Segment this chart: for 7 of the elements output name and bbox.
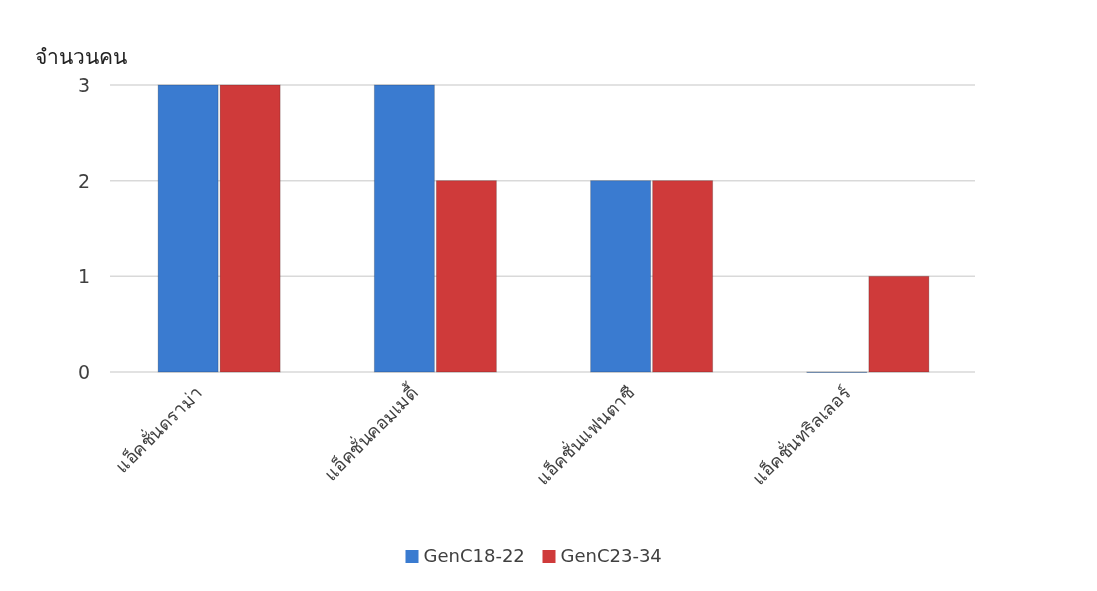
y-tick-label: 2 [77, 169, 90, 192]
y-tick-label: 3 [77, 74, 90, 96]
y-tick-label: 0 [77, 361, 90, 383]
legend-label: GenC23-34 [560, 545, 662, 566]
y-axis-title: จำนวนคน [35, 45, 127, 69]
legend-label: GenC18-22 [423, 545, 525, 566]
y-tick-label: 1 [77, 265, 90, 288]
